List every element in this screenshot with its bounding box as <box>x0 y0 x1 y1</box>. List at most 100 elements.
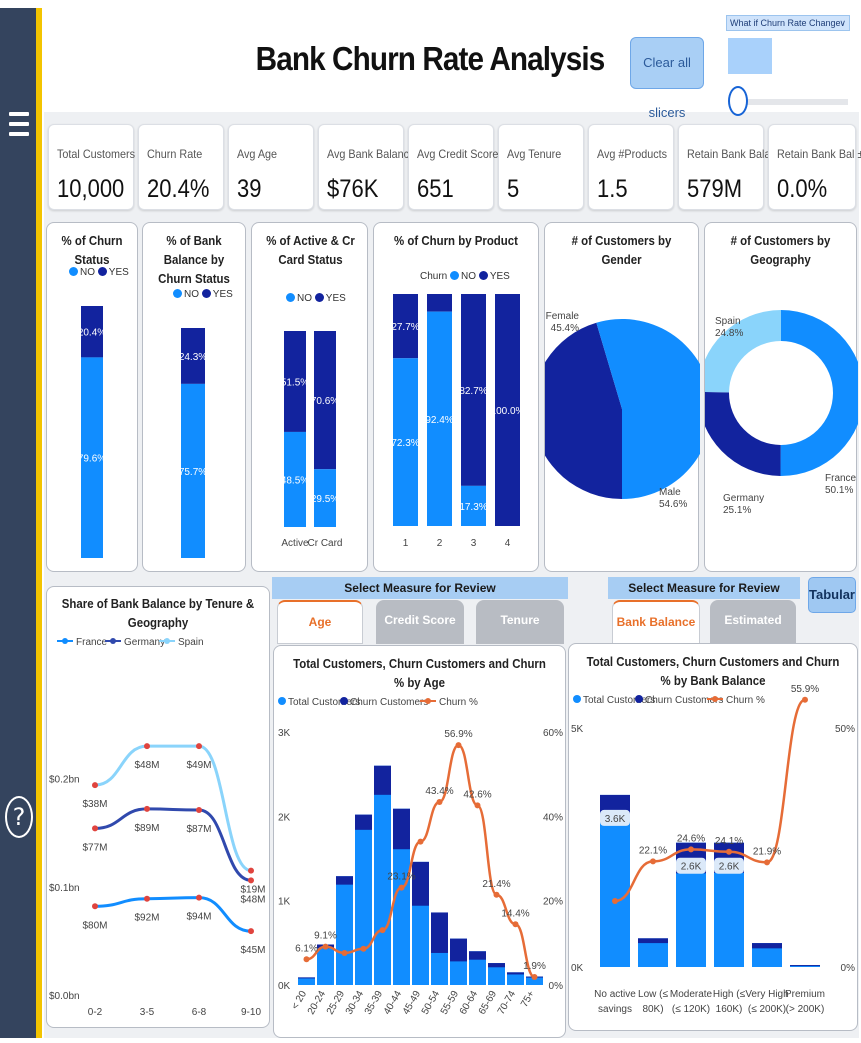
kpi-value: 579M <box>687 175 743 203</box>
whatif-churn-dropdown[interactable]: What if Churn Rate Change ∨ <box>726 15 850 31</box>
slice-value-label: 45.4% <box>551 323 579 334</box>
bar-churn-customers <box>488 963 505 968</box>
x-tick-label: (≤ 200K) <box>748 1004 786 1015</box>
kpi-label: Avg Credit Score <box>417 147 499 161</box>
y2-tick-label: 20% <box>543 897 563 908</box>
legend-no: NO <box>184 289 199 300</box>
chart-legend: NO YES <box>69 267 129 278</box>
churn-pct-point <box>764 859 770 866</box>
churn-pct-label: 55.9% <box>791 684 819 695</box>
kpi-value: 0.0% <box>777 175 828 203</box>
point-label: $48M <box>134 760 159 771</box>
tab-credit-score[interactable]: Credit Score <box>376 600 464 644</box>
x-tick-label: 40-44 <box>382 989 405 1017</box>
slice-value-label: 25.1% <box>723 505 751 516</box>
bar-no-segment <box>81 357 103 558</box>
x-tick-label: 25-29 <box>325 989 348 1017</box>
kpi-total-customers: Total Customers 10,000 <box>48 124 136 210</box>
bar-no-segment <box>393 358 418 526</box>
x-tick-label: 35-39 <box>363 989 386 1017</box>
x-tick-label: Very High <box>745 989 788 1000</box>
series-line <box>94 896 252 933</box>
y-tick-label: $0.2bn <box>49 775 80 786</box>
legend-marker <box>425 698 431 704</box>
chart-title: Share of Bank Balance by Tenure & Geogra… <box>61 596 255 630</box>
bar-churn-customers <box>431 912 448 953</box>
churn-pct-label: 14.4% <box>501 908 529 919</box>
legend-no: NO <box>461 271 477 282</box>
slice-category-label: Male <box>659 487 681 498</box>
churn-pct-point <box>531 973 538 980</box>
kpi-churn-rate: Churn Rate 20.4% <box>138 124 224 210</box>
y-tick-label: 2K <box>278 812 291 823</box>
data-label-no: 72.3% <box>391 438 419 449</box>
active-crcard-card: % of Active & Cr Card Status NO YES 51.5… <box>251 222 368 572</box>
series-point <box>196 807 202 814</box>
churn-pct-point <box>650 858 656 865</box>
kpi-value: 651 <box>417 175 454 203</box>
x-tick-label: 80K) <box>642 1004 663 1015</box>
bar-churn-customers <box>393 808 410 850</box>
y-tick-label: 0K <box>571 963 584 974</box>
tab-age[interactable]: Age <box>277 600 363 644</box>
bar-churn-customers <box>374 765 391 795</box>
churn-pct-label: 43.4% <box>425 786 453 797</box>
clear-slicers-button[interactable]: Clear all slicers <box>630 37 704 120</box>
bar-total-customers <box>752 943 782 967</box>
data-label-no: 29.5% <box>311 494 339 505</box>
bank-balance-churn-card: % of Bank Balance by Churn Status NO YES… <box>142 222 246 572</box>
kpi-label: Retain Bank Bal ± <box>777 147 861 161</box>
bar-churn-customers <box>355 814 372 830</box>
whatif-value-box[interactable] <box>728 38 772 74</box>
y2-tick-label: 60% <box>543 728 563 739</box>
churn-pct-point <box>360 945 367 952</box>
chart-title: Total Customers, Churn Customers and Chu… <box>293 656 546 690</box>
value-label-bg <box>600 809 630 826</box>
tab-estimated-salary[interactable]: Estimated Salary <box>710 600 796 667</box>
active-crcard-chart: 51.5% 48.5% Active 70.6% 29.5% Cr Card <box>281 331 343 549</box>
value-label: 2.6K <box>719 862 740 873</box>
pie-slice <box>705 392 781 476</box>
bar-no-segment <box>181 383 205 558</box>
whatif-slider-track[interactable] <box>742 99 848 105</box>
help-icon[interactable]: ? <box>5 796 33 838</box>
legend-marker <box>110 638 116 644</box>
hamburger-menu-icon[interactable] <box>9 112 29 146</box>
legend-churn-swatch <box>635 695 643 703</box>
bar-total-customers <box>507 972 524 985</box>
churn-status-chart: 20.4% 79.6% <box>78 306 106 558</box>
point-label: $45M <box>240 945 265 956</box>
chart-legend: NO YES <box>173 289 233 300</box>
nav-accent-stripe <box>36 8 42 1038</box>
value-label: 3.6K <box>605 814 626 825</box>
tab-tenure[interactable]: Tenure <box>476 600 564 644</box>
bar-churn-customers <box>450 938 467 962</box>
series-point <box>144 895 150 902</box>
legend-yes-swatch <box>478 271 488 280</box>
churn-pct-point <box>474 802 481 809</box>
tab-bank-balance[interactable]: Bank Balance <box>612 600 700 644</box>
category-label: 4 <box>505 538 511 549</box>
bank-balance-tenure-card: Share of Bank Balance by Tenure & Geogra… <box>46 586 270 1028</box>
legend-yes-swatch <box>314 293 324 302</box>
legend-total-label: Total Customers <box>288 697 360 708</box>
y2-tick-label: 0% <box>841 963 856 974</box>
legend-churn-label: Churn Customers <box>645 695 723 706</box>
page-title: Bank Churn Rate Analysis <box>255 40 606 77</box>
bar-no-segment <box>284 431 306 527</box>
whatif-slider-handle[interactable] <box>728 86 748 116</box>
x-tick-label: 160K) <box>716 1004 743 1015</box>
tabular-button[interactable]: Tabular <box>808 577 856 613</box>
point-label: $48M <box>240 894 265 905</box>
kpi-label: Total Customers <box>57 147 136 161</box>
series-point <box>196 894 202 901</box>
bar-total-customers <box>469 951 486 985</box>
legend-title: Churn <box>420 271 448 282</box>
bar-total-customers <box>336 876 353 985</box>
legend-no: NO <box>297 293 312 304</box>
left-nav-bar <box>0 8 36 1038</box>
x-tick-label: 20-24 <box>306 989 329 1017</box>
bar-yes-segment <box>393 294 418 359</box>
